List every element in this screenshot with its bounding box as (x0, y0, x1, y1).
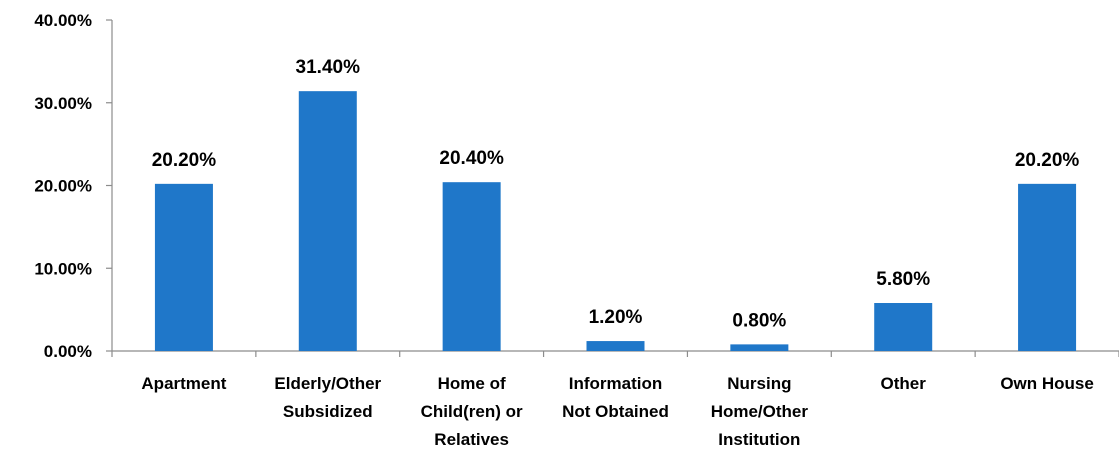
data-label: 1.20% (589, 307, 643, 328)
data-label: 20.40% (439, 148, 504, 169)
bar (874, 303, 933, 351)
category-label: Home/Other (711, 402, 809, 421)
data-labels: 20.20% 31.40% 20.40% 1.20% 0.80% 5.80% 20.20% (152, 57, 1080, 331)
category-label: Institution (718, 430, 800, 449)
category-label: Apartment (141, 374, 226, 393)
bar (298, 91, 357, 351)
y-tick-label: 10.00% (34, 259, 92, 278)
y-axis: 0.00% 10.00% 20.00% 30.00% 40.00% (34, 11, 113, 361)
data-label: 5.80% (876, 269, 930, 290)
bars (154, 91, 1077, 351)
category-label: Relatives (434, 430, 509, 449)
y-tick-label: 30.00% (34, 94, 92, 113)
data-label: 20.20% (152, 150, 217, 171)
category-label: Not Obtained (562, 402, 669, 421)
y-tick-label: 0.00% (44, 342, 92, 361)
data-label: 0.80% (732, 310, 786, 331)
bar (586, 341, 645, 351)
category-label: Information (569, 374, 663, 393)
y-tick-label: 40.00% (34, 11, 92, 30)
bar (154, 183, 213, 351)
bar (442, 182, 501, 351)
bar (730, 344, 789, 351)
category-label: Child(ren) or (421, 402, 523, 421)
y-tick-label: 20.00% (34, 177, 92, 196)
category-label: Own House (1000, 374, 1094, 393)
category-label: Home of (438, 374, 506, 393)
bar (1018, 183, 1077, 351)
category-labels: Apartment Elderly/Other Subsidized Home of C… (141, 374, 1093, 449)
data-label: 31.40% (296, 57, 361, 78)
data-label: 20.20% (1015, 150, 1080, 171)
category-label: Nursing (727, 374, 791, 393)
category-label: Subsidized (283, 402, 373, 421)
x-axis (111, 350, 1119, 357)
category-label: Other (881, 374, 927, 393)
category-label: Elderly/Other (274, 374, 381, 393)
